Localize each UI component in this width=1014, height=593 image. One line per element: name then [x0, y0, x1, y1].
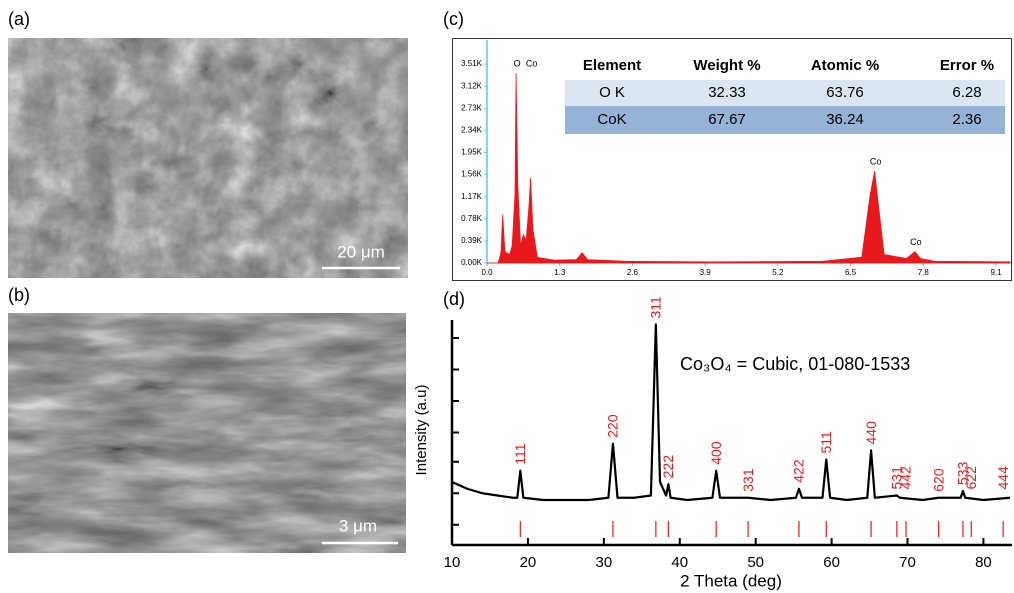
- chart-annotation: Co₃O₄ = Cubic, 01-080-1533: [680, 354, 910, 374]
- x-tick-label: 1.3: [554, 268, 566, 277]
- peak-label: 220: [605, 414, 621, 438]
- peak-label: 331: [740, 468, 756, 492]
- peak-label: 311: [648, 296, 664, 319]
- y-tick-label: 1.56K: [461, 170, 483, 179]
- peak-label: 111: [512, 443, 528, 464]
- panel-label: (b): [8, 285, 30, 305]
- table-row-bg: [565, 106, 1005, 134]
- x-tick-label: 7.8: [918, 268, 930, 277]
- table-header: Weight %: [693, 57, 760, 74]
- x-tick-label: 9.1: [990, 268, 1002, 277]
- panel-label: (a): [8, 9, 30, 29]
- x-tick-label: 60: [823, 554, 840, 571]
- x-tick-label: 0.0: [481, 268, 493, 277]
- sem-texture: [8, 38, 408, 278]
- peak-label: 400: [708, 441, 724, 465]
- peak-annotation: Co: [526, 59, 538, 69]
- table-cell: 36.24: [826, 111, 864, 128]
- peak-label: 440: [863, 421, 879, 445]
- peak-label: 444: [995, 466, 1011, 490]
- y-tick-label: 3.51K: [461, 59, 483, 68]
- x-tick-label: 80: [975, 554, 992, 571]
- peak-label: 222: [660, 455, 676, 479]
- sem-texture: [8, 313, 406, 553]
- table-cell: CoK: [597, 111, 626, 128]
- x-tick-label: 70: [899, 554, 916, 571]
- y-tick-label: 1.17K: [461, 192, 483, 201]
- peak-label: 442: [898, 466, 914, 490]
- table-cell: 2.36: [952, 111, 981, 128]
- table-row-bg: [565, 80, 1005, 106]
- x-tick-label: 10: [444, 554, 461, 571]
- table-cell: 6.28: [952, 84, 981, 101]
- spectrum-area: [487, 73, 1011, 264]
- peak-label: 620: [930, 468, 946, 492]
- table-cell: 63.76: [826, 84, 864, 101]
- panel-label: (d): [443, 289, 465, 309]
- y-axis-label: Intensity (a.u): [413, 385, 430, 476]
- panel-label: (c): [443, 9, 464, 29]
- scale-bar-label: 3 μm: [339, 516, 377, 535]
- x-tick-label: 5.2: [772, 268, 784, 277]
- peak-annotation: Co: [910, 237, 922, 247]
- table-header: Error %: [940, 57, 994, 74]
- peak-label: 622: [963, 466, 979, 490]
- x-tick-label: 50: [747, 554, 764, 571]
- peak-label: 511: [818, 431, 834, 454]
- peak-label: 531: [889, 466, 905, 490]
- y-tick-label: 2.73K: [461, 103, 483, 112]
- scale-bar-label: 20 μm: [337, 242, 385, 261]
- y-tick-label: 1.95K: [461, 148, 483, 157]
- xrd-line: [451, 323, 1011, 502]
- x-tick-label: 40: [671, 554, 688, 571]
- x-tick-label: 30: [595, 554, 612, 571]
- table-header: Element: [583, 57, 641, 74]
- peak-annotation: Co: [870, 157, 882, 167]
- x-tick-label: 3.9: [700, 268, 712, 277]
- y-tick-label: 0.00K: [461, 258, 483, 267]
- x-axis-label: 2 Theta (deg): [680, 571, 782, 590]
- edx-frame: [452, 38, 1012, 281]
- table-cell: O K: [599, 84, 625, 101]
- table-cell: 67.67: [708, 111, 746, 128]
- table-cell: 32.33: [708, 84, 746, 101]
- peak-annotation: O: [514, 59, 521, 69]
- table-header: Atomic %: [811, 57, 879, 74]
- y-tick-label: 3.12K: [461, 81, 483, 90]
- peak-label: 422: [791, 459, 807, 483]
- y-tick-label: 2.34K: [461, 126, 483, 135]
- x-tick-label: 6.5: [845, 268, 857, 277]
- y-tick-label: 0.39K: [461, 236, 483, 245]
- y-tick-label: 0.78K: [461, 214, 483, 223]
- x-tick-label: 20: [520, 554, 537, 571]
- x-tick-label: 2.6: [627, 268, 639, 277]
- peak-label: 533: [955, 461, 971, 485]
